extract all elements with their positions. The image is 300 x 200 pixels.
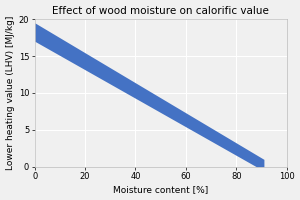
Title: Effect of wood moisture on calorific value: Effect of wood moisture on calorific val…	[52, 6, 269, 16]
X-axis label: Moisture content [%]: Moisture content [%]	[113, 185, 208, 194]
Y-axis label: Lower heating value (LHV) [MJ/kg]: Lower heating value (LHV) [MJ/kg]	[6, 16, 15, 170]
